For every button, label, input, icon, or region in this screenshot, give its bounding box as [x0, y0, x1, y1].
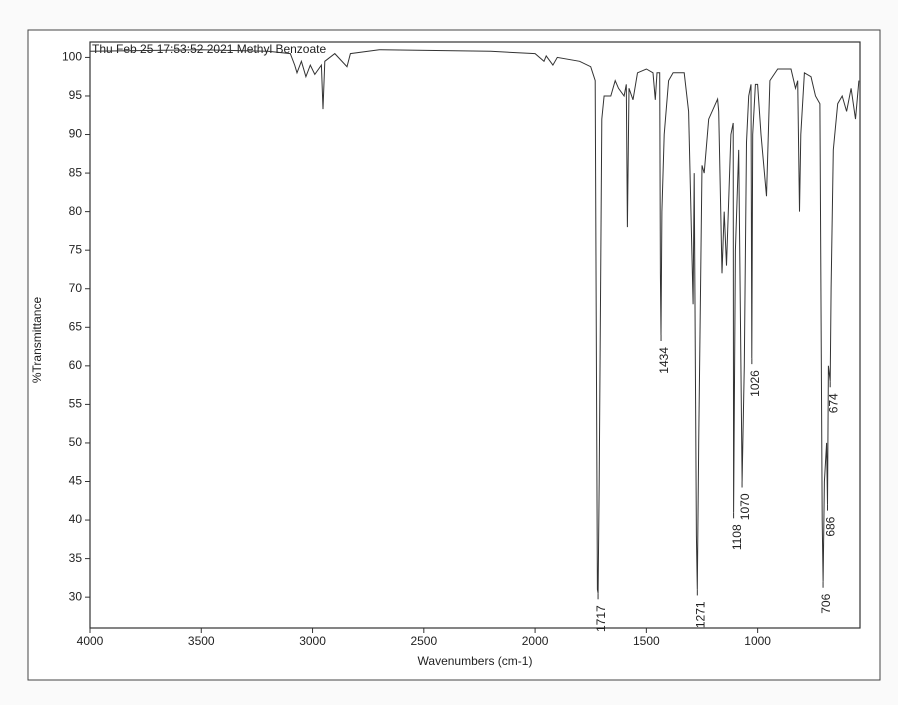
peak-label: 1026 — [748, 370, 762, 397]
x-axis-label: Wavenumbers (cm-1) — [418, 654, 533, 668]
peak-label: 686 — [824, 516, 838, 536]
y-axis-label: %Transmittance — [30, 297, 44, 384]
y-tick-label: 55 — [69, 397, 83, 411]
x-tick-label: 1000 — [744, 634, 771, 648]
peak-label: 706 — [819, 593, 833, 613]
peak-label: 1717 — [594, 605, 608, 632]
peak-label: 1434 — [657, 347, 671, 374]
y-tick-label: 65 — [69, 319, 83, 333]
y-tick-label: 60 — [69, 358, 83, 372]
peak-label: 1108 — [730, 524, 744, 550]
y-tick-label: 80 — [69, 204, 83, 218]
y-tick-label: 90 — [69, 127, 83, 141]
page-border — [27, 29, 881, 681]
y-tick-label: 85 — [69, 165, 83, 179]
y-tick-label: 100 — [62, 50, 82, 64]
y-tick-label: 35 — [69, 551, 83, 565]
y-tick-label: 95 — [69, 88, 83, 102]
chart-title: Thu Feb 25 17:53:52 2021 Methyl Benzoate — [92, 42, 326, 56]
plot-frame — [89, 41, 861, 629]
peak-label: 1271 — [693, 601, 707, 628]
y-tick-label: 70 — [69, 281, 83, 295]
x-tick-label: 3000 — [299, 634, 326, 648]
x-tick-label: 2000 — [522, 634, 549, 648]
y-tick-label: 30 — [69, 589, 83, 603]
peak-label: 674 — [826, 393, 840, 413]
peak-label: 1070 — [738, 493, 752, 520]
x-tick-label: 4000 — [77, 634, 104, 648]
x-tick-label: 2500 — [410, 634, 437, 648]
y-tick-label: 50 — [69, 435, 83, 449]
y-tick-label: 45 — [69, 474, 83, 488]
x-tick-label: 3500 — [188, 634, 215, 648]
x-tick-label: 1500 — [633, 634, 660, 648]
spectrum-line — [89, 49, 860, 594]
y-tick-label: 40 — [69, 512, 83, 526]
y-tick-label: 75 — [69, 242, 83, 256]
